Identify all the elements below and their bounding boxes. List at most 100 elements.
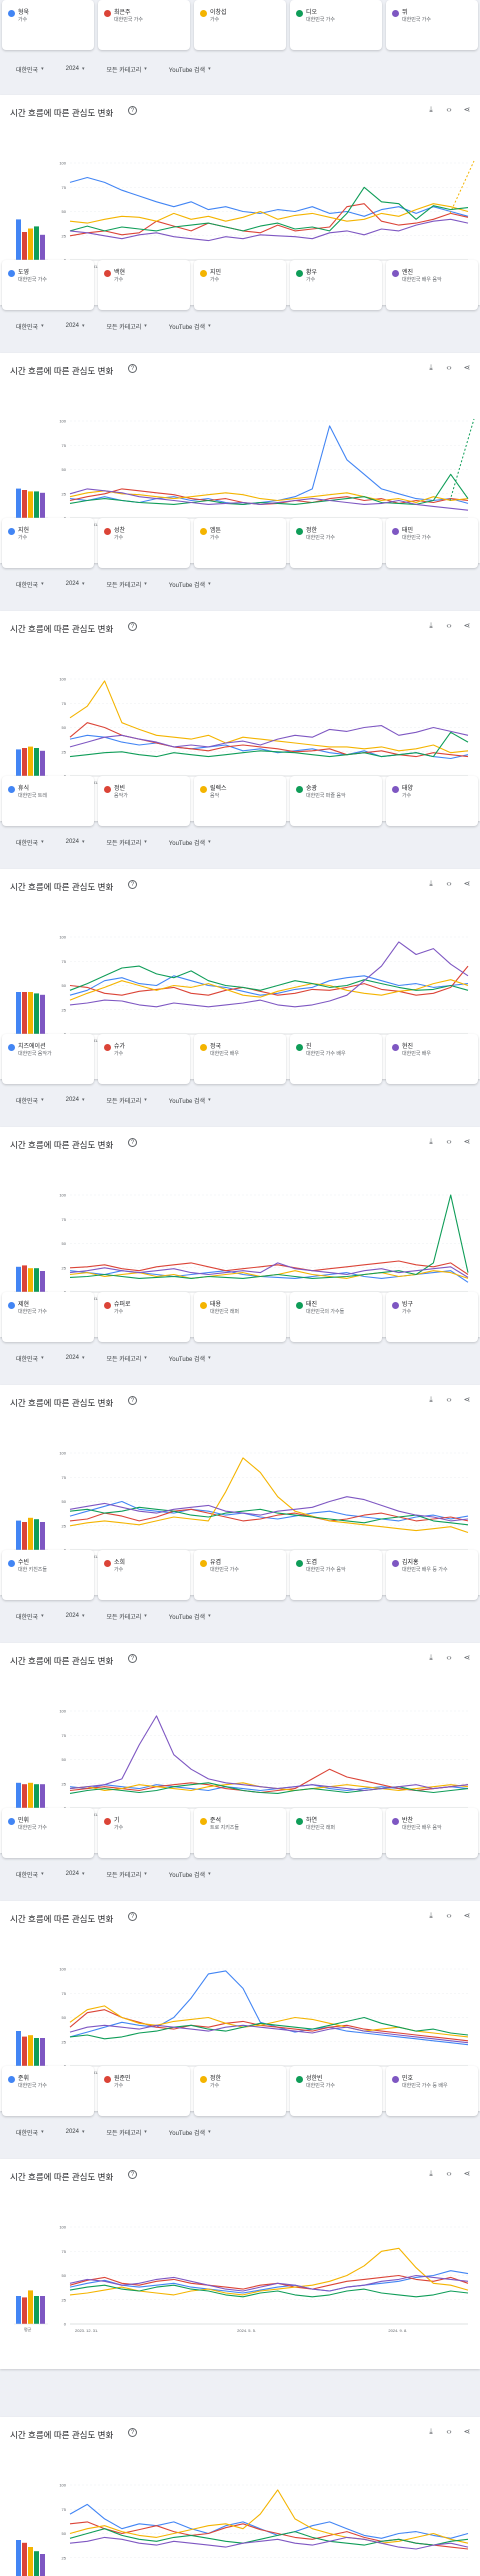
term-card[interactable]: 숭광 대한민국 퍼즐 음악 xyxy=(290,776,382,826)
embed-icon[interactable]: ‹› xyxy=(446,1395,452,1404)
term-card[interactable]: 원준민 가수 xyxy=(98,2066,190,2116)
term-card[interactable]: 엔진 대한민국 배우 음악 xyxy=(386,260,478,310)
term-card[interactable]: 지민 가수 xyxy=(194,260,286,310)
year-filter[interactable]: 2024 ▾ xyxy=(58,1093,93,1107)
year-filter[interactable]: 2024 ▾ xyxy=(58,1351,93,1365)
property-filter[interactable]: YouTube 검색 ▾ xyxy=(161,2124,219,2141)
term-card[interactable]: 반찬 대한민국 배우 음악 xyxy=(386,1808,478,1858)
term-card[interactable]: 민휘 대한민국 가수 xyxy=(2,1808,94,1858)
term-card[interactable]: 슈가 가수 xyxy=(98,1034,190,1084)
help-icon[interactable]: ? xyxy=(128,1654,137,1663)
help-icon[interactable]: ? xyxy=(128,622,137,631)
category-filter[interactable]: 모든 카테고리 ▾ xyxy=(98,1350,154,1367)
category-filter[interactable]: 모든 카테고리 ▾ xyxy=(98,61,154,78)
property-filter[interactable]: YouTube 검색 ▾ xyxy=(161,1866,219,1883)
term-card[interactable]: 성한빈 대한민국 가수 xyxy=(290,2066,382,2116)
download-icon[interactable]: ⤓ xyxy=(429,105,433,114)
property-filter[interactable]: YouTube 검색 ▾ xyxy=(161,834,219,851)
term-card[interactable]: 빙구 가수 xyxy=(386,1292,478,1342)
download-icon[interactable]: ⤓ xyxy=(429,1653,433,1662)
help-icon[interactable]: ? xyxy=(128,1396,137,1405)
share-icon[interactable]: ⋖ xyxy=(463,2169,471,2178)
help-icon[interactable]: ? xyxy=(128,880,137,889)
year-filter[interactable]: 2024 ▾ xyxy=(58,577,93,591)
embed-icon[interactable]: ‹› xyxy=(446,105,452,114)
category-filter[interactable]: 모든 카테고리 ▾ xyxy=(98,2124,154,2141)
region-filter[interactable]: 대한민국 ▾ xyxy=(8,834,52,851)
property-filter[interactable]: YouTube 검색 ▾ xyxy=(161,1608,219,1625)
year-filter[interactable]: 2024 ▾ xyxy=(58,319,93,333)
download-icon[interactable]: ⤓ xyxy=(429,1911,433,1920)
term-card[interactable]: 릴렉스 음악 xyxy=(194,776,286,826)
term-card[interactable]: 지헌 가수 xyxy=(2,518,94,568)
category-filter[interactable]: 모든 카테고리 ▾ xyxy=(98,1608,154,1625)
region-filter[interactable]: 대한민국 ▾ xyxy=(8,1608,52,1625)
term-card[interactable]: 형욱 가수 xyxy=(2,0,94,50)
region-filter[interactable]: 대한민국 ▾ xyxy=(8,1092,52,1109)
property-filter[interactable]: YouTube 검색 ▾ xyxy=(161,61,219,78)
download-icon[interactable]: ⤓ xyxy=(429,1395,433,1404)
term-card[interactable]: 유겸 대한민국 가수 xyxy=(194,1550,286,1600)
help-icon[interactable]: ? xyxy=(128,2428,137,2437)
property-filter[interactable]: YouTube 검색 ▾ xyxy=(161,576,219,593)
category-filter[interactable]: 모든 카테고리 ▾ xyxy=(98,1092,154,1109)
region-filter[interactable]: 대한민국 ▾ xyxy=(8,576,52,593)
category-filter[interactable]: 모든 카테고리 ▾ xyxy=(98,834,154,851)
term-card[interactable]: 민호 대한민국 가수 등 배우 xyxy=(386,2066,478,2116)
term-card[interactable]: 슈퍼로 가수 xyxy=(98,1292,190,1342)
share-icon[interactable]: ⋖ xyxy=(463,621,471,630)
term-card[interactable]: 정한 가수 xyxy=(194,2066,286,2116)
year-filter[interactable]: 2024 ▾ xyxy=(58,1867,93,1881)
category-filter[interactable]: 모든 카테고리 ▾ xyxy=(98,576,154,593)
embed-icon[interactable]: ‹› xyxy=(446,363,452,372)
share-icon[interactable]: ⋖ xyxy=(463,2427,471,2436)
term-card[interactable]: 소희 가수 xyxy=(98,1550,190,1600)
download-icon[interactable]: ⤓ xyxy=(429,1137,433,1146)
help-icon[interactable]: ? xyxy=(128,1912,137,1921)
term-card[interactable]: 치즈에이션 대한민국 음악가 xyxy=(2,1034,94,1084)
term-card[interactable]: 이창섭 가수 xyxy=(194,0,286,50)
property-filter[interactable]: YouTube 검색 ▾ xyxy=(161,1350,219,1367)
category-filter[interactable]: 모든 카테고리 ▾ xyxy=(98,318,154,335)
year-filter[interactable]: 2024 ▾ xyxy=(58,1609,93,1623)
help-icon[interactable]: ? xyxy=(128,106,137,115)
term-card[interactable]: 도겸 대한민국 가수 음악 xyxy=(290,1550,382,1600)
category-filter[interactable]: 모든 카테고리 ▾ xyxy=(98,1866,154,1883)
download-icon[interactable]: ⤓ xyxy=(429,363,433,372)
help-icon[interactable]: ? xyxy=(128,1138,137,1147)
year-filter[interactable]: 2024 ▾ xyxy=(58,2125,93,2139)
embed-icon[interactable]: ‹› xyxy=(446,2427,452,2436)
share-icon[interactable]: ⋖ xyxy=(463,105,471,114)
term-card[interactable]: 김지홍 대한민국 배우 등 가수 xyxy=(386,1550,478,1600)
term-card[interactable]: 성찬 가수 xyxy=(98,518,190,568)
download-icon[interactable]: ⤓ xyxy=(429,879,433,888)
embed-icon[interactable]: ‹› xyxy=(446,2169,452,2178)
term-card[interactable]: 황우 가수 xyxy=(290,260,382,310)
term-card[interactable]: 기 가수 xyxy=(98,1808,190,1858)
term-card[interactable]: 태용 대한민국 래퍼 xyxy=(194,1292,286,1342)
region-filter[interactable]: 대한민국 ▾ xyxy=(8,1866,52,1883)
region-filter[interactable]: 대한민국 ▾ xyxy=(8,1350,52,1367)
download-icon[interactable]: ⤓ xyxy=(429,2427,433,2436)
term-card[interactable]: 정빈 음악가 xyxy=(98,776,190,826)
term-card[interactable]: 태민 대한민국 가수 xyxy=(386,518,478,568)
share-icon[interactable]: ⋖ xyxy=(463,1911,471,1920)
term-card[interactable]: 태양 가수 xyxy=(386,776,478,826)
term-card[interactable]: 준석 트로 지키즈들 xyxy=(194,1808,286,1858)
term-card[interactable]: 엠튼 가수 xyxy=(194,518,286,568)
term-card[interactable]: 뷔 대한민국 가수 xyxy=(386,0,478,50)
region-filter[interactable]: 대한민국 ▾ xyxy=(8,61,52,78)
embed-icon[interactable]: ‹› xyxy=(446,1653,452,1662)
share-icon[interactable]: ⋖ xyxy=(463,1137,471,1146)
region-filter[interactable]: 대한민국 ▾ xyxy=(8,2124,52,2141)
term-card[interactable]: 제현 대한민국 가수 xyxy=(2,1292,94,1342)
term-card[interactable]: 정국 대한민국 배우 xyxy=(194,1034,286,1084)
download-icon[interactable]: ⤓ xyxy=(429,2169,433,2178)
term-card[interactable]: 디오 대한민국 가수 xyxy=(290,0,382,50)
share-icon[interactable]: ⋖ xyxy=(463,1395,471,1404)
property-filter[interactable]: YouTube 검색 ▾ xyxy=(161,1092,219,1109)
help-icon[interactable]: ? xyxy=(128,2170,137,2179)
region-filter[interactable]: 대한민국 ▾ xyxy=(8,318,52,335)
term-card[interactable]: 태진 대한민국의 가수들 xyxy=(290,1292,382,1342)
embed-icon[interactable]: ‹› xyxy=(446,1137,452,1146)
